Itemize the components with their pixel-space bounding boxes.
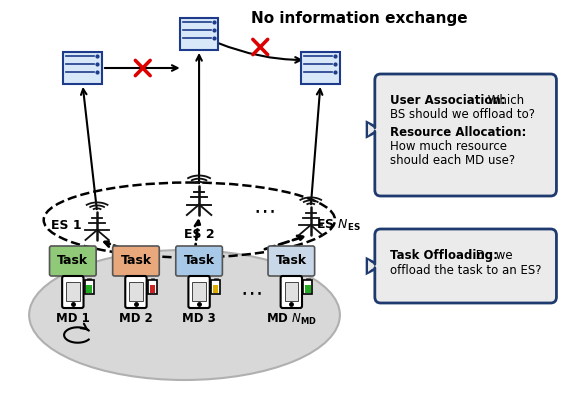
Text: MD 3: MD 3 — [182, 312, 216, 325]
Text: MD $N_{\mathbf{MD}}$: MD $N_{\mathbf{MD}}$ — [266, 312, 317, 327]
FancyBboxPatch shape — [285, 282, 298, 301]
FancyBboxPatch shape — [188, 276, 210, 308]
FancyBboxPatch shape — [304, 280, 312, 294]
Polygon shape — [368, 123, 382, 136]
Text: Which: Which — [484, 94, 524, 107]
Polygon shape — [367, 259, 381, 273]
Text: Resource Allocation:: Resource Allocation: — [391, 126, 527, 139]
Text: Do we: Do we — [472, 249, 513, 262]
FancyBboxPatch shape — [211, 280, 220, 294]
FancyBboxPatch shape — [66, 282, 79, 301]
Text: $\cdots$: $\cdots$ — [240, 282, 262, 302]
Text: ES 2: ES 2 — [184, 228, 214, 241]
FancyBboxPatch shape — [301, 52, 340, 84]
FancyBboxPatch shape — [86, 285, 92, 292]
Text: should each MD use?: should each MD use? — [391, 154, 516, 167]
Text: $\cdots$: $\cdots$ — [253, 200, 275, 220]
Text: MD 1: MD 1 — [56, 312, 90, 325]
FancyBboxPatch shape — [214, 277, 218, 280]
FancyBboxPatch shape — [305, 285, 310, 292]
Ellipse shape — [29, 250, 340, 380]
Text: Task: Task — [120, 255, 151, 268]
FancyBboxPatch shape — [85, 280, 94, 294]
FancyBboxPatch shape — [268, 246, 314, 276]
Text: How much resource: How much resource — [391, 140, 507, 153]
Text: No information exchange: No information exchange — [251, 11, 468, 26]
Text: Task: Task — [276, 255, 307, 268]
FancyBboxPatch shape — [150, 285, 156, 292]
FancyBboxPatch shape — [375, 229, 556, 303]
Text: BS should we offload to?: BS should we offload to? — [391, 108, 535, 121]
FancyBboxPatch shape — [306, 277, 310, 280]
FancyBboxPatch shape — [63, 52, 102, 84]
Text: ES 1: ES 1 — [51, 219, 81, 232]
FancyBboxPatch shape — [213, 285, 218, 292]
FancyBboxPatch shape — [148, 280, 157, 294]
Text: ES $N_{\mathbf{ES}}$: ES $N_{\mathbf{ES}}$ — [316, 217, 361, 232]
FancyBboxPatch shape — [129, 282, 143, 301]
FancyBboxPatch shape — [88, 277, 91, 280]
FancyBboxPatch shape — [62, 276, 84, 308]
Text: Task: Task — [57, 255, 88, 268]
FancyBboxPatch shape — [281, 276, 302, 308]
FancyBboxPatch shape — [176, 246, 222, 276]
Text: offload the task to an ES?: offload the task to an ES? — [391, 264, 542, 277]
Text: Task: Task — [184, 255, 215, 268]
FancyBboxPatch shape — [180, 18, 218, 50]
Polygon shape — [368, 260, 382, 272]
FancyBboxPatch shape — [50, 246, 96, 276]
FancyBboxPatch shape — [375, 74, 556, 196]
Text: MD 2: MD 2 — [119, 312, 153, 325]
FancyBboxPatch shape — [113, 246, 159, 276]
Text: User Association:: User Association: — [391, 94, 506, 107]
Text: Task Offloading:: Task Offloading: — [391, 249, 498, 262]
FancyBboxPatch shape — [125, 276, 147, 308]
FancyBboxPatch shape — [150, 277, 154, 280]
FancyBboxPatch shape — [192, 282, 206, 301]
Polygon shape — [367, 123, 381, 136]
